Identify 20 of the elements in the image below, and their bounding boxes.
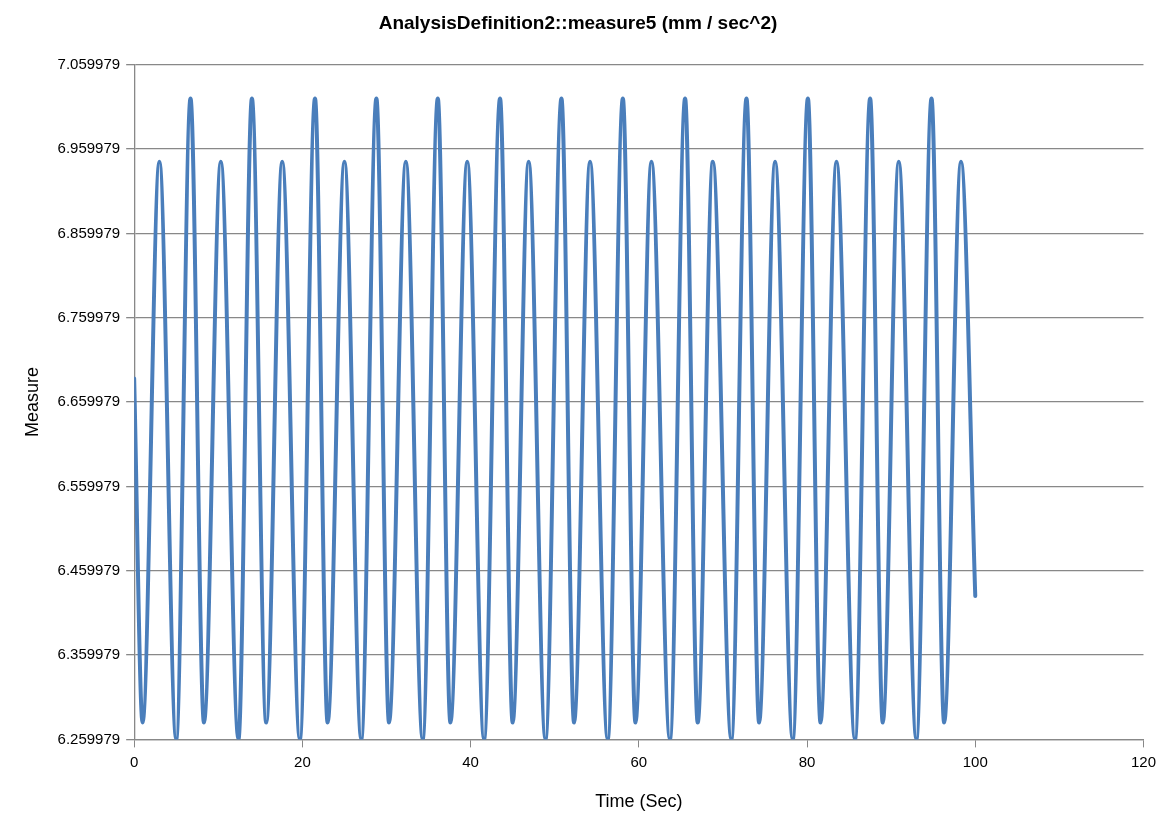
x-tick-label: 40 (462, 752, 479, 770)
y-axis-title: Measure (21, 367, 42, 438)
x-tick-label: 120 (1130, 752, 1156, 770)
x-tick-label: 100 (962, 752, 988, 770)
y-tick-label: 6.359979 (57, 645, 121, 663)
y-tick-label: 6.959979 (57, 139, 121, 157)
y-tick-label: 6.659979 (57, 392, 121, 410)
x-axis-title: Time (Sec) (595, 791, 683, 812)
y-tick-label: 6.459979 (57, 560, 121, 578)
x-tick-label: 80 (798, 752, 816, 770)
x-tick-label: 0 (129, 752, 139, 770)
y-tick-label: 6.759979 (57, 307, 121, 325)
x-tick-label: 20 (294, 752, 311, 770)
y-tick-label: 6.259979 (57, 729, 121, 747)
x-tick-label: 60 (630, 752, 648, 770)
line-series (134, 96, 978, 740)
y-tick-label: 6.859979 (57, 223, 121, 241)
y-tick-label: 7.059979 (57, 54, 121, 72)
y-tick-label: 6.559979 (57, 476, 121, 494)
chart-title: AnalysisDefinition2::measure5 (mm / sec^2) (378, 11, 778, 33)
